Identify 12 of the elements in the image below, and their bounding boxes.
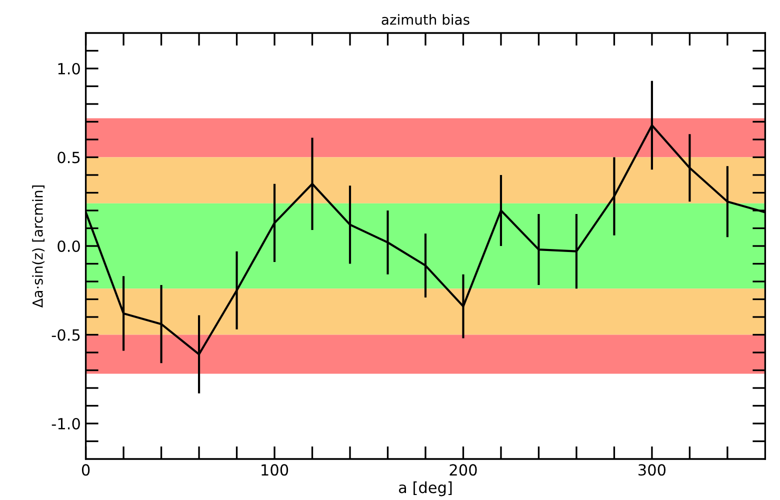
chart-title: azimuth bias: [382, 14, 470, 25]
y-tick-label: -1.0: [52, 418, 80, 430]
y-tick-label: -0.5: [52, 329, 80, 341]
x-tick-label: 0: [82, 464, 90, 476]
x-axis-title: a [deg]: [398, 481, 452, 496]
y-tick-label: 0.0: [58, 240, 80, 252]
x-tick-label: 300: [638, 464, 666, 476]
y-axis-title: Δa·sin(z) [arcmin]: [32, 185, 45, 308]
x-tick-label: 100: [262, 464, 288, 476]
y-tick-label: 1.0: [58, 62, 80, 75]
y-tick-label: 0.5: [58, 152, 80, 164]
x-tick-label: 200: [450, 464, 477, 476]
